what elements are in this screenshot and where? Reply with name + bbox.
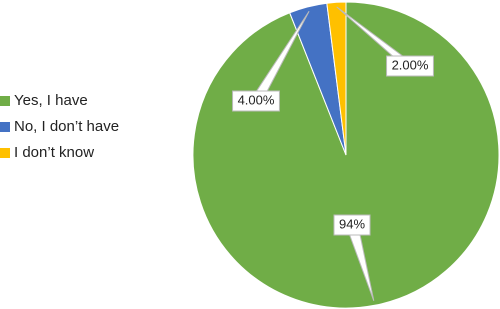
data-label: 2.00% bbox=[392, 57, 429, 72]
data-label: 94% bbox=[339, 216, 365, 231]
data-label: 4.00% bbox=[238, 92, 275, 107]
leader bbox=[249, 10, 310, 102]
legend-label: I don’t know bbox=[14, 144, 94, 161]
pie-slice bbox=[326, 1, 347, 156]
label-box bbox=[232, 90, 280, 112]
legend-label: Yes, I have bbox=[14, 92, 88, 109]
label-box bbox=[386, 55, 434, 77]
legend-swatch bbox=[0, 96, 10, 106]
legend-swatch bbox=[0, 122, 10, 132]
legend-label: No, I don’t have bbox=[14, 118, 119, 135]
legend-swatch bbox=[0, 148, 10, 158]
leader bbox=[336, 6, 417, 67]
label-box bbox=[333, 214, 371, 236]
leader bbox=[345, 224, 375, 301]
